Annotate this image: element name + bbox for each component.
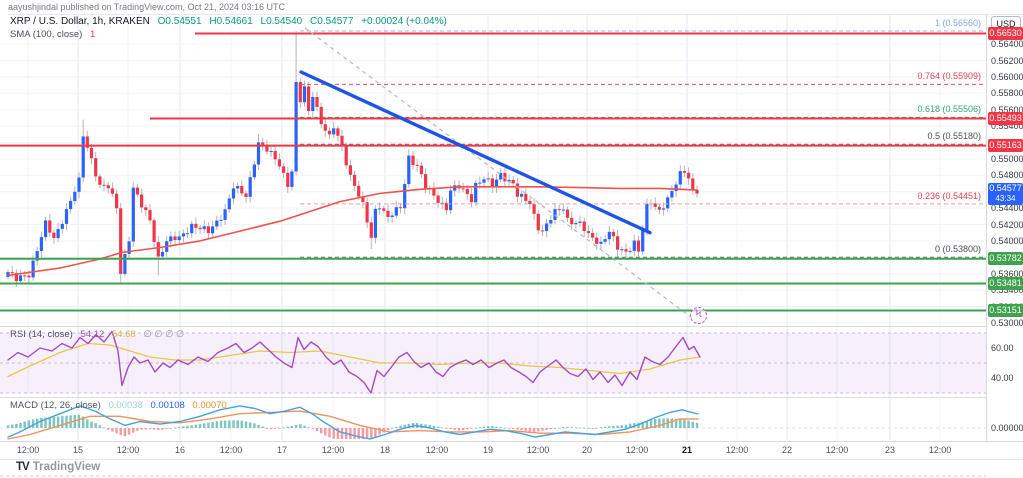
time-axis-label: 12:00 [625,445,649,455]
ohlc-high: H0.54661 [209,16,253,27]
time-axis-label: 12:00 [825,445,849,455]
rsi-value: 54.12 [80,329,105,340]
price-scale-label: 0.55000 [991,153,1023,164]
symbol-legend[interactable]: XRP / U.S. Dollar, 1h, KRAKEN O0.54551 H… [10,16,447,27]
price-scale-label: 0.56400 [991,39,1023,50]
time-axis-label: 19 [482,445,494,455]
red-price-badge: 0.55163 [988,139,1023,153]
tradingview-logo[interactable]: TV TradingView [16,461,100,473]
time-axis-label: 23 [884,445,896,455]
tradingview-logo-icon: TV [16,461,30,473]
ohlc-close: C0.54577 [310,16,354,27]
price-scale-label: 0.56000 [991,71,1023,82]
time-scale[interactable] [0,441,1023,460]
fib-level-label: 0.618 (0.55506) [917,104,981,115]
time-axis-label: 12:00 [116,445,140,455]
price-scale-label: 0.54400 [991,203,1023,214]
green-price-badge: 0.53481 [988,276,1023,290]
time-axis-label: 12:00 [219,445,243,455]
publish-watermark: aayushjindal published on TradingView.co… [8,1,1023,15]
sma-value: 1 [89,29,96,40]
red-price-badge: 0.56530 [988,26,1023,40]
time-axis-label: 12:00 [526,445,550,455]
sma-label[interactable]: SMA (100, close) [10,29,83,40]
fib-level-label: 1 (0.56560) [934,18,981,28]
green-price-badge: 0.53151 [988,304,1023,318]
rsi-ma-value: 54.68 [111,329,136,340]
time-axis-label: 20 [581,445,593,455]
macd-signal-value: 0.00070 [192,400,227,411]
fib-level-label: 0.5 (0.55180) [927,131,981,142]
time-axis-label: 12:00 [425,445,449,455]
rsi-scale-label: 60.00 [991,343,1014,353]
price-scale-label: 0.56200 [991,55,1023,66]
time-axis-label: 12:00 [16,445,40,455]
time-axis-label: 22 [781,445,793,455]
time-axis-label: 12:00 [725,445,749,455]
macd-scale-label: 0.00000 [991,423,1023,433]
price-scale-label: 0.53000 [991,317,1023,328]
price-scale-label: 0.53600 [991,268,1023,279]
price-scale-label: 0.54800 [991,170,1023,181]
tradingview-logo-text: TradingView [32,461,101,473]
fib-level-label: 0.236 (0.54451) [917,190,981,201]
rsi-label[interactable]: RSI (14, close) [10,329,73,340]
rsi-legend[interactable]: RSI (14, close) 54.12 54.68 ∅ ∅ ∅ ∅ [10,329,184,340]
fib-level-label: 0 (0.53800) [934,244,981,255]
time-axis-label: 12:00 [321,445,345,455]
macd-legend[interactable]: MACD (12, 26, close) 0.00038 0.00108 0.0… [10,400,227,411]
macd-hist-value: 0.00038 [108,400,143,411]
price-scale-label: 0.54200 [991,219,1023,230]
price-scale-label: 0.55800 [991,88,1023,99]
symbol-title[interactable]: XRP / U.S. Dollar, 1h, KRAKEN [10,16,150,27]
time-axis-label: 21 [681,445,693,455]
time-axis-label: 15 [72,445,84,455]
rsi-empty-values: ∅ ∅ ∅ ∅ [143,329,185,340]
price-change: +0.00024 (+0.04%) [361,16,447,27]
green-price-badge: 0.53782 [988,252,1023,266]
time-axis-label: 12:00 [928,445,952,455]
price-scale-label: 0.55600 [991,104,1023,115]
red-price-badge: 0.55493 [988,111,1023,125]
rsi-scale-label: 40.00 [991,373,1014,383]
price-scale[interactable] [987,14,1023,441]
time-axis-label: 17 [276,445,288,455]
event-marker-icon[interactable]: Ϟ [690,307,707,324]
macd-label[interactable]: MACD (12, 26, close) [10,400,101,411]
price-scale-label: 0.55400 [991,121,1023,132]
fib-level-label: 0.764 (0.55909) [917,71,981,82]
current-price-badge: 0.54577 43:34 [988,182,1023,205]
time-axis-label: 16 [174,445,186,455]
ohlc-open: O0.54551 [157,16,202,27]
sma-legend[interactable]: SMA (100, close) 1 [10,29,95,40]
ohlc-low: L0.54540 [260,16,303,27]
time-axis-label: 18 [379,445,391,455]
price-scale-label: 0.54000 [991,235,1023,246]
price-scale-label: 0.53400 [991,285,1023,296]
macd-line-value: 0.00108 [150,400,185,411]
